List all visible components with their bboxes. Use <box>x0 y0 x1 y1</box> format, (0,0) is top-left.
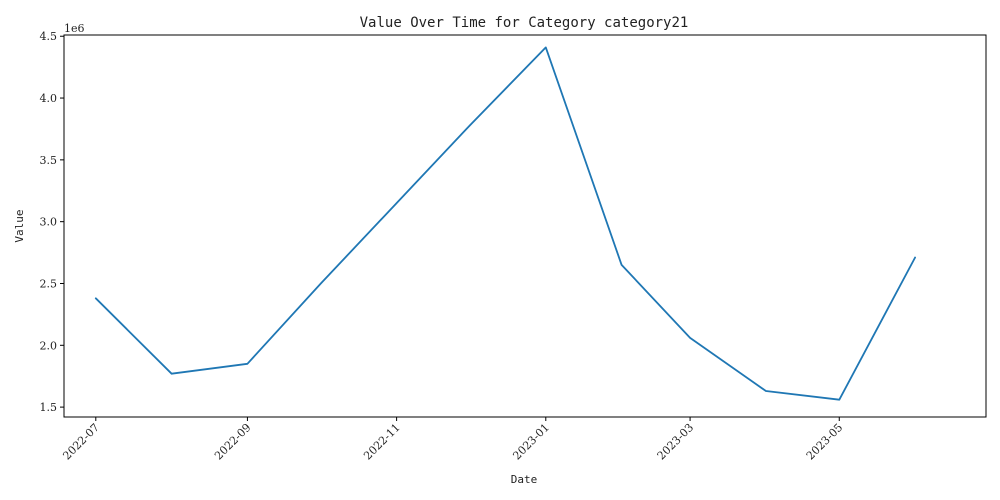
series-line <box>94 46 916 401</box>
data-point <box>545 46 547 48</box>
x-tick-label: 2022-09 <box>212 421 254 463</box>
data-point <box>396 202 398 204</box>
y-tick-label: 2.0 <box>40 339 58 352</box>
y-tick-label: 2.5 <box>40 277 58 290</box>
x-tick-label: 2023-03 <box>655 421 697 463</box>
data-point <box>914 257 916 259</box>
data-point <box>689 337 691 339</box>
x-tick-label: 2022-07 <box>60 421 102 463</box>
x-axis-label: Date <box>511 473 538 486</box>
y-axis-label: Value <box>13 209 26 242</box>
y-tick-label: 4.0 <box>40 92 58 105</box>
chart-title: Value Over Time for Category category21 <box>360 15 689 31</box>
data-point <box>621 264 623 266</box>
data-point <box>320 282 322 284</box>
data-point <box>246 363 248 365</box>
x-tick-label: 2023-05 <box>804 421 846 463</box>
data-point <box>469 124 471 126</box>
y-tick-label: 3.5 <box>40 154 58 167</box>
y-tick-label: 3.0 <box>40 216 58 229</box>
x-tick-label: 2022-11 <box>361 421 403 463</box>
y-tick-label: 1.5 <box>40 401 58 414</box>
data-point <box>765 390 767 392</box>
y-tick-label: 4.5 <box>40 30 58 43</box>
y-axis-offset-label: 1e6 <box>64 22 85 35</box>
data-point <box>171 373 173 375</box>
data-point <box>95 297 97 299</box>
plot-area <box>94 46 916 401</box>
data-point <box>838 399 840 401</box>
plot-frame <box>63 34 987 418</box>
x-tick-label: 2023-01 <box>510 421 552 463</box>
